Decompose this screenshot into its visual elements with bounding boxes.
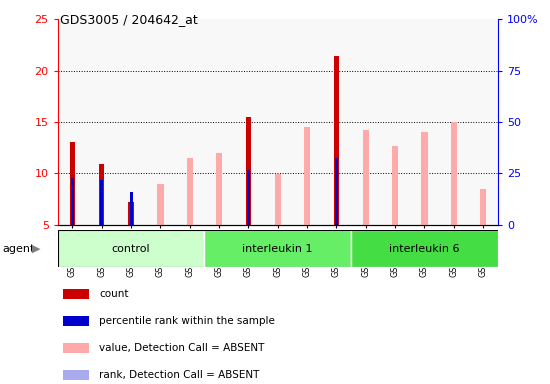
Text: count: count bbox=[99, 289, 128, 299]
Bar bbox=[216, 153, 222, 225]
Bar bbox=[362, 174, 369, 225]
Bar bbox=[100, 180, 103, 225]
Bar bbox=[351, 230, 498, 267]
Bar bbox=[334, 56, 339, 225]
Bar bbox=[392, 146, 398, 225]
Bar bbox=[304, 127, 310, 225]
Bar bbox=[480, 189, 486, 225]
Bar bbox=[63, 343, 89, 353]
Bar bbox=[70, 142, 75, 225]
Bar bbox=[129, 202, 134, 225]
Bar bbox=[480, 191, 486, 225]
Bar bbox=[274, 174, 281, 225]
Bar bbox=[274, 187, 281, 225]
Text: percentile rank within the sample: percentile rank within the sample bbox=[99, 316, 275, 326]
Text: rank, Detection Call = ABSENT: rank, Detection Call = ABSENT bbox=[99, 370, 259, 380]
Bar bbox=[99, 164, 104, 225]
Bar bbox=[157, 185, 164, 225]
Bar bbox=[186, 158, 193, 225]
Bar bbox=[450, 122, 457, 225]
Text: value, Detection Call = ABSENT: value, Detection Call = ABSENT bbox=[99, 343, 264, 353]
Text: ▶: ▶ bbox=[32, 244, 40, 254]
Bar bbox=[58, 230, 205, 267]
Bar bbox=[63, 316, 89, 326]
Bar bbox=[247, 170, 250, 225]
Bar bbox=[63, 370, 89, 380]
Text: agent: agent bbox=[3, 244, 35, 254]
Bar bbox=[335, 158, 338, 225]
Bar bbox=[205, 230, 351, 267]
Bar bbox=[63, 289, 89, 299]
Bar bbox=[421, 174, 428, 225]
Bar bbox=[392, 175, 398, 225]
Bar bbox=[130, 192, 133, 225]
Bar bbox=[216, 175, 222, 225]
Bar bbox=[71, 179, 74, 225]
Bar bbox=[157, 184, 164, 225]
Bar bbox=[421, 132, 428, 225]
Text: GDS3005 / 204642_at: GDS3005 / 204642_at bbox=[60, 13, 198, 26]
Text: control: control bbox=[112, 243, 150, 254]
Text: interleukin 6: interleukin 6 bbox=[389, 243, 460, 254]
Text: interleukin 1: interleukin 1 bbox=[243, 243, 313, 254]
Bar bbox=[450, 171, 457, 225]
Bar bbox=[246, 117, 251, 225]
Bar bbox=[362, 130, 369, 225]
Bar bbox=[304, 171, 310, 225]
Bar bbox=[186, 175, 193, 225]
